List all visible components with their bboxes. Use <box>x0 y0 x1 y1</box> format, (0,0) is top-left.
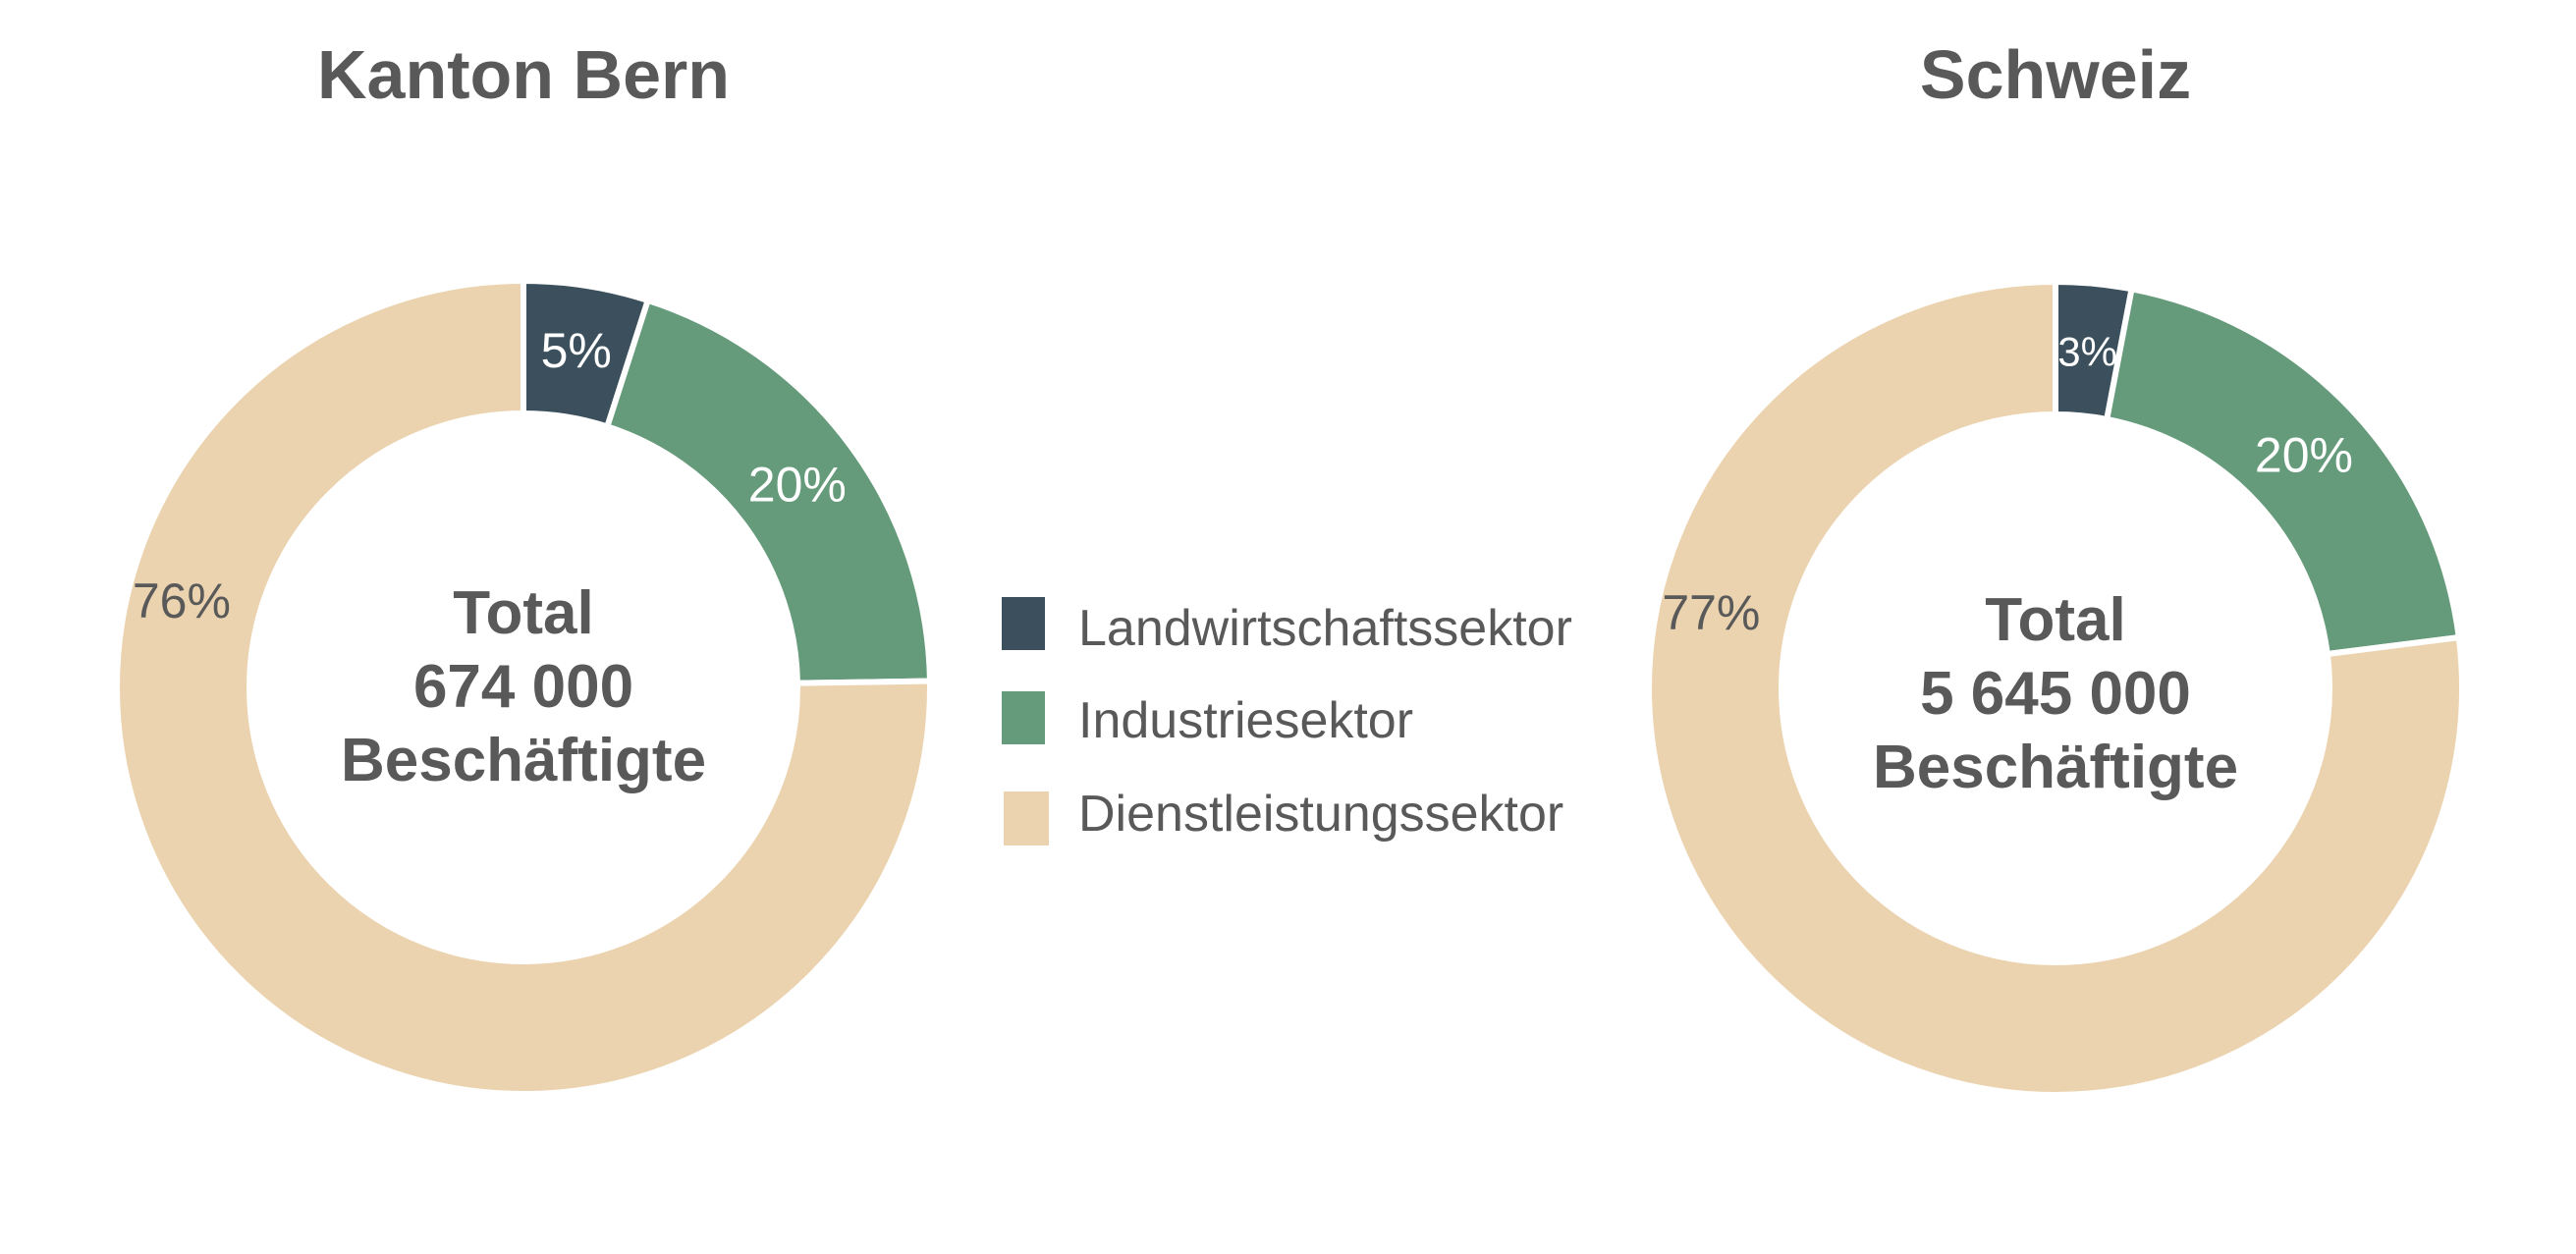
percentage-label-dienstleistungssektor: 76% <box>133 573 231 628</box>
chart-title: Schweiz <box>1920 36 2191 113</box>
center-total-label: Total <box>1985 586 2126 654</box>
legend-label-industriesektor: Industriesektor <box>1078 692 1413 749</box>
legend-label-dienstleistungssektor: Dienstleistungssektor <box>1078 786 1563 843</box>
percentage-labels: 5% 20% 76% <box>133 323 847 628</box>
percentage-label-landwirtschaftssektor: 5% <box>541 323 612 378</box>
legend-swatch-landwirtschaftssektor <box>1002 597 1045 650</box>
center-total-value: 5 645 000 <box>1920 660 2191 728</box>
center-total-label: Total <box>453 579 594 647</box>
legend-swatch-industriesektor <box>1002 691 1045 744</box>
percentage-label-landwirtschaftssektor: 3% <box>2057 329 2117 375</box>
center-total-unit: Beschäftigte <box>341 727 706 794</box>
donut-segment-dienstleistungssektor <box>114 277 933 1097</box>
center-total-unit: Beschäftigte <box>1873 734 2238 801</box>
center-total-value: 674 000 <box>413 653 633 721</box>
percentage-label-industriesektor: 20% <box>748 457 847 512</box>
percentage-label-industriesektor: 20% <box>2255 427 2353 482</box>
legend-swatch-dienstleistungssektor <box>1004 791 1049 845</box>
percentage-label-dienstleistungssektor: 77% <box>1662 585 1760 640</box>
donut-segments <box>1646 278 2466 1098</box>
legend: Landwirtschaftssektor Industriesektor Di… <box>1002 597 1572 845</box>
donut-segment-dienstleistungssektor <box>1646 278 2466 1098</box>
donut-chart-schweiz: Schweiz 3% 20% 77% Total 5 645 000 Beschäf… <box>1646 36 2466 1098</box>
donut-chart-kanton-bern: Kanton Bern 5% 20% 76% Total 674 000 Besch… <box>114 36 933 1097</box>
donut-segment-industriesektor <box>603 297 933 686</box>
donut-segments <box>114 277 933 1097</box>
legend-label-landwirtschaftssektor: Landwirtschaftssektor <box>1078 600 1572 657</box>
percentage-labels: 3% 20% 77% <box>1662 329 2353 640</box>
donut-segment-industriesektor <box>2103 285 2463 658</box>
chart-title: Kanton Bern <box>317 36 730 113</box>
